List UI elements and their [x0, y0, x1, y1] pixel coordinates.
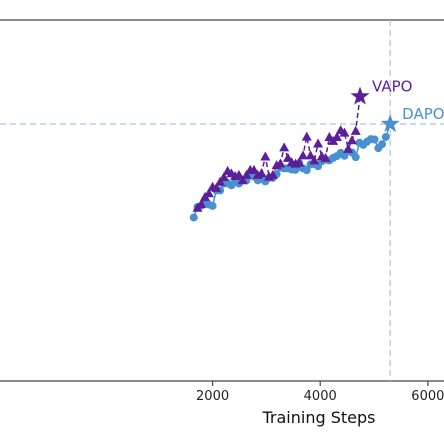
series-label-vapo: VAPO: [372, 78, 412, 96]
data-point: [301, 131, 312, 141]
data-point: [275, 158, 286, 168]
data-point: [256, 168, 267, 178]
data-point: [302, 166, 311, 175]
series-layer: DAPO VAPO: [189, 78, 444, 222]
data-point: [218, 172, 229, 182]
data-point: [339, 127, 350, 137]
end-star-marker: [380, 114, 400, 133]
reference-lines: [0, 20, 444, 381]
data-point: [211, 182, 222, 192]
data-point: [381, 132, 390, 141]
plot-frame: [0, 19, 444, 382]
data-point: [346, 135, 357, 145]
x-tick-label: 6000: [411, 389, 444, 404]
data-point: [378, 140, 387, 149]
x-tick-label: 4000: [304, 389, 337, 404]
data-point: [297, 150, 308, 160]
data-point: [370, 135, 379, 144]
data-point: [267, 169, 278, 179]
data-point: [305, 150, 316, 160]
data-point: [343, 143, 354, 153]
data-point: [331, 131, 342, 141]
x-axis-ticks: 2000 4000 6000: [196, 381, 444, 404]
series-vapo: VAPO: [192, 78, 412, 212]
data-point: [320, 152, 331, 162]
x-tick-label: 2000: [196, 389, 229, 404]
data-point: [237, 175, 248, 185]
x-axis-label: Training Steps: [262, 408, 376, 427]
data-point: [260, 151, 271, 161]
data-point: [279, 142, 290, 152]
data-point: [208, 201, 217, 210]
data-point: [196, 199, 207, 209]
data-point: [294, 157, 305, 167]
data-point: [291, 165, 300, 174]
series-label-dapo: DAPO: [402, 105, 444, 123]
end-star-marker: [350, 86, 370, 105]
data-point: [351, 153, 360, 162]
data-point: [233, 169, 244, 179]
data-point: [189, 213, 198, 222]
data-point: [203, 188, 214, 198]
data-point: [249, 164, 260, 174]
data-point: [350, 125, 361, 135]
data-point: [309, 155, 320, 165]
data-point: [313, 138, 324, 148]
data-point: [241, 169, 252, 179]
data-point: [215, 176, 226, 186]
